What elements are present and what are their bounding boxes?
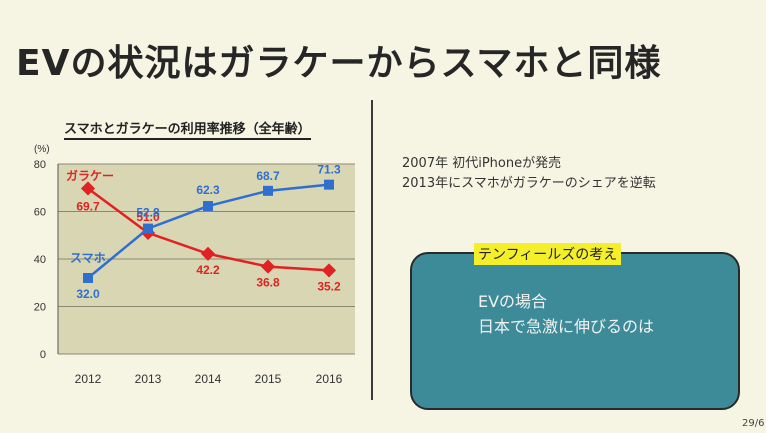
data-label-garake-2015: 36.8 [256,276,280,290]
y-tick-label-3: 60 [34,207,46,219]
y-axis-unit: (%) [34,144,50,155]
series-name-garake: ガラケー [66,168,114,183]
point-smartphone-2014 [203,201,213,212]
data-label-garake-2013: 51.0 [136,210,160,224]
point-smartphone-2016 [324,179,334,190]
page-number: 29/6 [742,418,765,429]
data-label-smartphone-2013: 52.8 [136,206,160,220]
x-tick-label-2012: 2012 [75,372,102,386]
x-tick-label-2013: 2013 [135,372,162,386]
opinion-box [410,252,740,410]
point-garake-2016 [321,263,337,278]
opinion-line-ev: EVの場合 [478,292,548,311]
data-label-garake-2016: 35.2 [317,279,341,293]
chart-title: スマホとガラケーの利用率推移（全年齢） [64,118,311,140]
point-smartphone-2012 [83,273,93,283]
vertical-divider [371,100,373,400]
data-label-garake-2014: 42.2 [196,263,220,277]
x-tick-label-2014: 2014 [195,372,222,386]
note-iphone-release: 2007年 初代iPhoneが発売 [402,156,562,171]
point-garake-2015 [260,259,276,274]
point-garake-2014 [200,246,216,261]
opinion-box-tag: テンフィールズの考え [474,243,622,265]
opinion-line-japan: 日本で急激に伸びるのは [478,317,655,336]
y-tick-label-4: 80 [34,159,46,171]
data-label-garake-2012: 69.7 [76,199,100,213]
note-share-reversal: 2013年にスマホがガラケーのシェアを逆転 [402,176,656,191]
y-tick-label-2: 40 [34,254,46,266]
y-tick-label-1: 20 [34,302,46,314]
point-smartphone-2013 [143,223,153,234]
x-tick-label-2015: 2015 [255,372,282,386]
data-label-smartphone-2016: 71.3 [317,163,341,177]
data-label-smartphone-2012: 32.0 [76,287,100,301]
y-tick-label-0: 0 [40,349,46,361]
slide-title: EVの状況はガラケーからスマホと同様 [16,43,662,84]
data-label-smartphone-2015: 68.7 [256,169,280,183]
x-tick-label-2016: 2016 [316,372,343,386]
series-name-smartphone: スマホ [70,251,106,265]
point-smartphone-2015 [263,185,273,196]
data-label-smartphone-2014: 62.3 [196,183,220,197]
